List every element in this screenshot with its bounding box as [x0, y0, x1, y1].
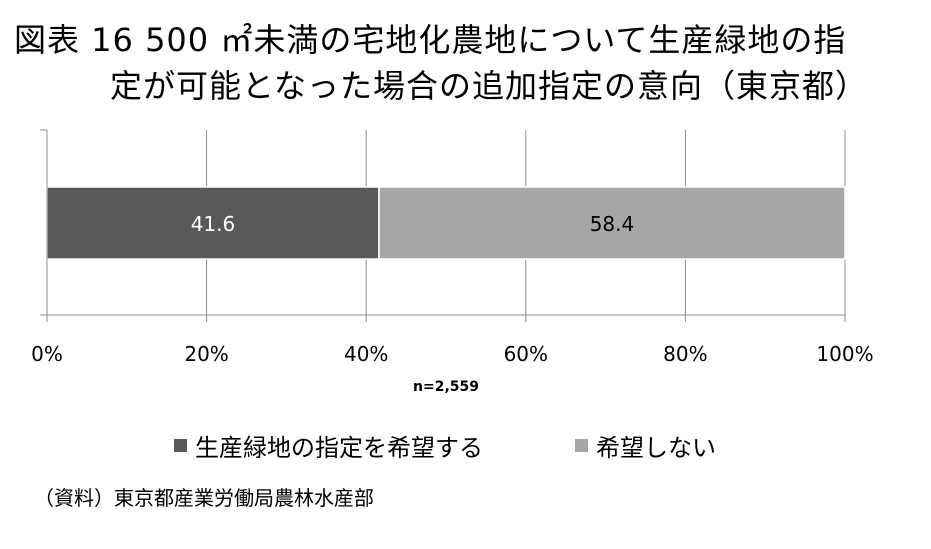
legend-item-not-want: 希望しない	[575, 428, 716, 463]
source-note: （資料）東京都産業労働局農林水産部	[34, 486, 374, 510]
legend: 生産緑地の指定を希望する 希望しない	[0, 428, 931, 464]
x-tick-label: 100%	[816, 342, 873, 366]
data-label-not-want: 58.4	[590, 212, 635, 236]
chart-title-line-2: 定が可能となった場合の追加指定の意向（東京都）	[110, 67, 869, 105]
x-tick-label: 20%	[184, 342, 228, 366]
x-tick-label: 80%	[663, 342, 707, 366]
legend-label-not-want: 希望しない	[596, 434, 716, 462]
legend-label-want: 生産緑地の指定を希望する	[195, 434, 483, 462]
x-tick-label: 40%	[344, 342, 388, 366]
legend-item-want: 生産緑地の指定を希望する	[174, 428, 483, 463]
legend-swatch-want	[174, 439, 187, 452]
legend-swatch-not-want	[575, 439, 588, 452]
x-tick-label: 0%	[31, 342, 63, 366]
sample-size-note: n=2,559	[413, 379, 479, 395]
data-label-want: 41.6	[191, 212, 236, 236]
x-tick-label: 60%	[504, 342, 548, 366]
bar-segment-not-want	[378, 186, 846, 260]
bar-segment-want	[46, 186, 380, 260]
chart-title-line-1: 図表 16 500 ㎡未満の宅地化農地について生産緑地の指	[14, 21, 847, 59]
